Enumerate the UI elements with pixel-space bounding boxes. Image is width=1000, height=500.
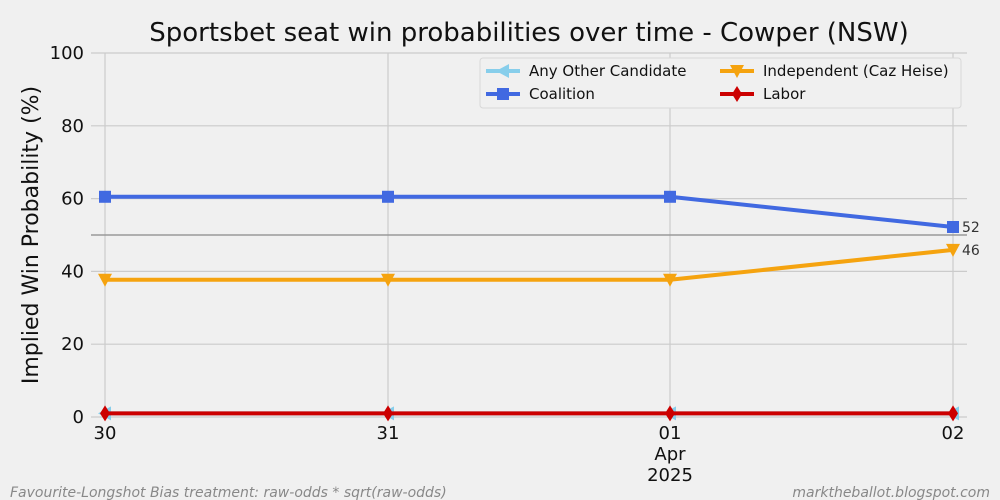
- legend-label: Labor: [763, 85, 806, 103]
- legend-item: Independent (Caz Heise): [720, 62, 949, 80]
- chart-title: Sportsbet seat win probabilities over ti…: [149, 18, 908, 48]
- data-point: [383, 405, 393, 422]
- series-labor: [100, 405, 958, 422]
- data-point: [100, 405, 110, 422]
- data-point: [381, 273, 395, 287]
- data-point: [496, 64, 509, 78]
- x-tick-label: 01: [659, 423, 682, 444]
- y-ticks: 0 20 40 60 80 100: [50, 43, 84, 428]
- data-point: [663, 273, 677, 287]
- series-layer: [98, 190, 960, 422]
- legend-item: Coalition: [486, 85, 595, 103]
- data-point: [98, 273, 112, 287]
- data-point: [732, 86, 742, 102]
- y-tick-label: 100: [50, 43, 84, 64]
- x-tick-label: 30: [94, 423, 117, 444]
- data-point: [730, 65, 744, 78]
- series-line: [105, 194, 954, 229]
- series-coalition: [99, 190, 959, 233]
- data-point: [497, 88, 509, 100]
- data-point: [664, 190, 676, 203]
- x-tick-label: 31: [377, 423, 400, 444]
- y-tick-label: 60: [61, 189, 84, 210]
- y-tick-label: 20: [61, 334, 84, 355]
- x-tick-label: Apr: [654, 444, 686, 465]
- x-tick-label: 02: [942, 423, 965, 444]
- data-point: [946, 243, 960, 257]
- y-tick-label: 40: [61, 261, 84, 282]
- end-label: 52: [962, 220, 980, 236]
- y-axis-label: Implied Win Probability (%): [19, 86, 44, 384]
- legend-box: [479, 57, 962, 109]
- legend-item: Any Other Candidate: [486, 62, 686, 80]
- series-line: [105, 247, 954, 282]
- footer-right: marktheballot.blogspot.com: [792, 485, 990, 500]
- footer-left: Favourite-Longshot Bias treatment: raw-o…: [10, 485, 447, 500]
- data-point: [948, 405, 958, 422]
- x-tick-label: 2025: [647, 465, 693, 486]
- data-point: [947, 220, 959, 233]
- data-point: [382, 190, 394, 203]
- legend-label: Independent (Caz Heise): [763, 62, 949, 80]
- series-independent-caz-heise: [98, 243, 960, 287]
- legend: Any Other Candidate Coalition Independent …: [479, 57, 962, 109]
- legend-item: Labor: [720, 85, 806, 103]
- legend-label: Any Other Candidate: [529, 62, 686, 80]
- data-point: [99, 190, 111, 203]
- end-label: 46: [962, 243, 980, 259]
- y-tick-label: 80: [61, 116, 84, 137]
- legend-label: Coalition: [529, 85, 595, 103]
- y-tick-label: 0: [73, 407, 84, 428]
- data-point: [665, 405, 675, 422]
